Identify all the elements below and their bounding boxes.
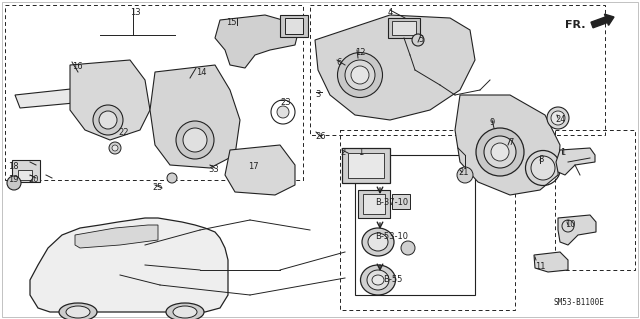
- Ellipse shape: [491, 143, 509, 161]
- Ellipse shape: [367, 270, 389, 290]
- Text: 20: 20: [28, 175, 38, 184]
- Text: 15: 15: [226, 18, 237, 27]
- Polygon shape: [556, 148, 595, 175]
- Text: 7: 7: [508, 138, 513, 147]
- Text: FR.: FR.: [565, 20, 586, 30]
- Text: 18: 18: [8, 162, 19, 171]
- Bar: [310, 5, 605, 135]
- Circle shape: [7, 176, 21, 190]
- Ellipse shape: [372, 275, 384, 285]
- Ellipse shape: [551, 111, 565, 125]
- Ellipse shape: [484, 136, 516, 168]
- Text: 21: 21: [458, 168, 468, 177]
- Text: 5: 5: [418, 35, 423, 44]
- Text: 14: 14: [196, 68, 207, 77]
- Text: 13: 13: [130, 8, 141, 17]
- Ellipse shape: [93, 105, 123, 135]
- Bar: [280, 15, 308, 37]
- Text: 11: 11: [535, 262, 545, 271]
- Text: 25: 25: [152, 183, 163, 192]
- Text: 24: 24: [555, 115, 566, 124]
- Text: 9: 9: [490, 118, 495, 127]
- Polygon shape: [315, 15, 475, 120]
- Bar: [5, 5, 303, 180]
- Ellipse shape: [547, 107, 569, 129]
- Ellipse shape: [351, 66, 369, 84]
- Bar: [555, 130, 635, 270]
- Text: 8: 8: [538, 155, 543, 164]
- Ellipse shape: [368, 233, 388, 251]
- Text: 1: 1: [358, 148, 364, 157]
- Text: 1: 1: [560, 148, 565, 157]
- Polygon shape: [225, 145, 295, 195]
- Bar: [348, 153, 384, 178]
- Text: B-53-10: B-53-10: [375, 232, 408, 241]
- Polygon shape: [75, 225, 158, 248]
- Bar: [392, 194, 410, 209]
- Ellipse shape: [59, 303, 97, 319]
- Ellipse shape: [345, 60, 375, 90]
- Circle shape: [167, 173, 177, 183]
- Bar: [342, 148, 390, 183]
- Text: 12: 12: [355, 48, 365, 57]
- Text: 19: 19: [8, 175, 19, 184]
- Circle shape: [277, 106, 289, 118]
- Circle shape: [109, 142, 121, 154]
- Text: 6: 6: [336, 58, 341, 67]
- Circle shape: [412, 34, 424, 46]
- Polygon shape: [558, 215, 596, 245]
- Text: 2: 2: [340, 148, 345, 157]
- Text: 3: 3: [315, 90, 321, 99]
- Text: 4: 4: [388, 8, 393, 17]
- Ellipse shape: [337, 53, 383, 98]
- Text: SM53-B1100E: SM53-B1100E: [553, 298, 604, 307]
- Text: 17: 17: [248, 162, 259, 171]
- Ellipse shape: [99, 111, 117, 129]
- Text: B-55: B-55: [383, 275, 403, 284]
- Polygon shape: [70, 60, 150, 140]
- Text: 26: 26: [315, 132, 326, 141]
- Text: 23: 23: [280, 98, 291, 107]
- Ellipse shape: [176, 121, 214, 159]
- Ellipse shape: [360, 265, 396, 295]
- Circle shape: [457, 167, 473, 183]
- Circle shape: [401, 241, 415, 255]
- FancyArrow shape: [591, 14, 614, 28]
- Text: B-37-10: B-37-10: [375, 198, 408, 207]
- Bar: [18, 170, 32, 180]
- Ellipse shape: [173, 306, 197, 318]
- Bar: [392, 21, 416, 35]
- Bar: [355, 155, 475, 295]
- Text: 10: 10: [565, 220, 575, 229]
- Polygon shape: [30, 218, 228, 312]
- Bar: [285, 18, 303, 34]
- Text: 22: 22: [118, 128, 129, 137]
- Ellipse shape: [476, 128, 524, 176]
- Circle shape: [112, 145, 118, 151]
- Polygon shape: [150, 65, 240, 168]
- Bar: [340, 130, 515, 310]
- Ellipse shape: [531, 156, 555, 180]
- Ellipse shape: [362, 228, 394, 256]
- Polygon shape: [15, 88, 85, 108]
- Polygon shape: [215, 15, 300, 68]
- Bar: [358, 190, 390, 218]
- Bar: [388, 18, 420, 38]
- Bar: [363, 194, 385, 214]
- Ellipse shape: [166, 303, 204, 319]
- Polygon shape: [455, 95, 560, 195]
- Polygon shape: [534, 252, 568, 272]
- Bar: [12, 160, 40, 182]
- Text: 33: 33: [208, 165, 219, 174]
- Text: 16: 16: [72, 62, 83, 71]
- Ellipse shape: [183, 128, 207, 152]
- Ellipse shape: [66, 306, 90, 318]
